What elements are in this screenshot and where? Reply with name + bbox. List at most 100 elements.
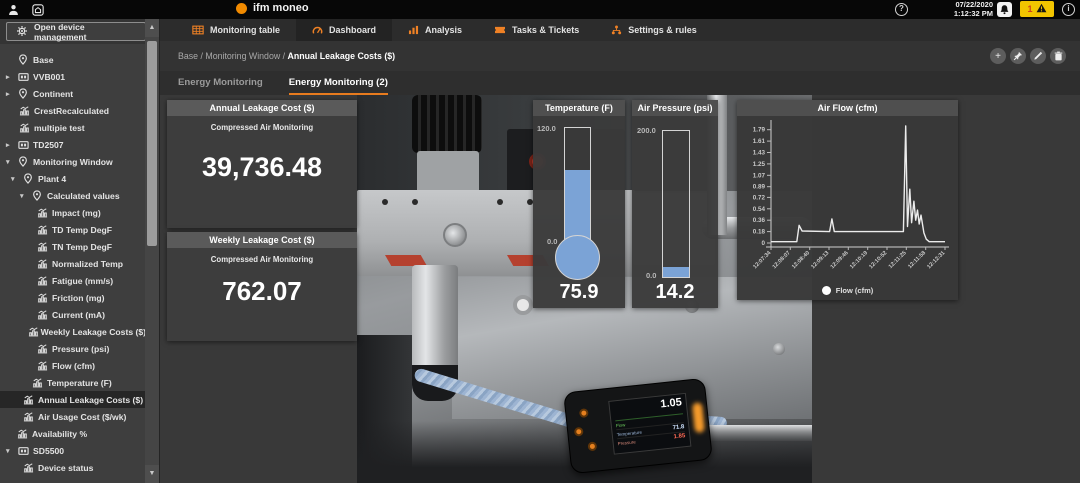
scroll-down-button[interactable]: ▼ bbox=[145, 465, 159, 483]
device-icon bbox=[18, 446, 31, 456]
tree-item-td2507[interactable]: ▸ TD2507 bbox=[6, 139, 64, 150]
expand-arrow-icon[interactable]: ▾ bbox=[6, 447, 10, 455]
tree-item-td-temp-degf[interactable]: TD Temp DegF bbox=[0, 221, 146, 238]
sensor-temp-value: 71.8 bbox=[672, 424, 685, 432]
table-icon bbox=[192, 25, 204, 35]
tree-item-weekly-leakage-costs-[interactable]: Weekly Leakage Costs ($) bbox=[0, 323, 146, 340]
date-text: 07/22/2020 bbox=[955, 0, 993, 9]
tree-item-multipie-test[interactable]: multipie test bbox=[0, 119, 146, 136]
sidebar-scrollbar[interactable]: ▲ ▼ bbox=[145, 19, 159, 483]
sensor-pressure-label: Pressure bbox=[617, 438, 636, 446]
svg-text:12:12:31: 12:12:31 bbox=[926, 250, 946, 270]
brand: ifm moneo bbox=[236, 2, 309, 14]
thermometer-bulb bbox=[555, 235, 600, 280]
tree-item-impact-mg-[interactable]: Impact (mg) bbox=[0, 204, 146, 221]
calc-icon bbox=[37, 292, 50, 303]
subtab-energy-monitoring-2-[interactable]: Energy Monitoring (2) bbox=[288, 71, 388, 95]
photo-handheld-sensor: 1.05 Flow Temperature 71.8 Pressure 1.85 bbox=[563, 377, 713, 475]
tree-item-device-status[interactable]: Device status bbox=[0, 459, 146, 476]
tree-item-vvb001[interactable]: ▸ VVB001 bbox=[6, 71, 66, 82]
tree-item-crestrecalculated[interactable]: CrestRecalculated bbox=[0, 102, 146, 119]
tree-item-current-ma-[interactable]: Current (mA) bbox=[0, 306, 146, 323]
analysis-icon bbox=[408, 25, 419, 35]
chart-legend[interactable]: Flow (cfm) bbox=[737, 286, 958, 295]
tree-item-annual-leakage-costs-[interactable]: Annual Leakage Costs ($) bbox=[0, 391, 146, 408]
air-pressure-gauge-widget[interactable]: Air Pressure (psi) 200.0 0.0 14.2 bbox=[632, 100, 718, 308]
delete-button[interactable] bbox=[1050, 48, 1066, 64]
tree-item-continent[interactable]: ▸ Continent bbox=[6, 88, 74, 99]
brand-name: ifm moneo bbox=[253, 2, 309, 14]
svg-text:0.36: 0.36 bbox=[753, 217, 766, 224]
gear-icon bbox=[16, 25, 28, 39]
calc-icon bbox=[37, 224, 50, 235]
tree-item-friction-mg-[interactable]: Friction (mg) bbox=[0, 289, 146, 306]
tree-item-availability-[interactable]: Availability % bbox=[0, 425, 146, 442]
temperature-value: 75.9 bbox=[559, 281, 599, 303]
sensor-display: 1.05 Flow Temperature 71.8 Pressure 1.85 bbox=[608, 392, 692, 455]
expand-arrow-icon[interactable]: ▾ bbox=[11, 175, 15, 183]
tree-item-air-usage-cost-wk-[interactable]: Air Usage Cost ($/wk) bbox=[0, 408, 146, 425]
calc-icon bbox=[19, 105, 32, 116]
expand-arrow-icon[interactable]: ▸ bbox=[6, 73, 10, 81]
expand-arrow-icon[interactable]: ▸ bbox=[6, 90, 10, 98]
pin-button[interactable] bbox=[1010, 48, 1026, 64]
breadcrumb-path[interactable]: Base / Monitoring Window / bbox=[178, 51, 288, 61]
photo-regulator-body bbox=[417, 151, 479, 193]
help-button[interactable]: ? bbox=[895, 3, 908, 16]
svg-text:1.07: 1.07 bbox=[753, 172, 766, 179]
tree-item-fatigue-mm-s-[interactable]: Fatigue (mm/s) bbox=[0, 272, 146, 289]
breadcrumb-current: Annual Leakage Costs ($) bbox=[287, 51, 396, 61]
add-widget-button[interactable]: + bbox=[990, 48, 1006, 64]
calc-icon bbox=[37, 241, 50, 252]
info-button[interactable]: i bbox=[1062, 3, 1075, 16]
tab-monitoring-table[interactable]: Monitoring table bbox=[176, 19, 296, 41]
temperature-gauge-widget[interactable]: Temperature (F) 120.0 0.0 75.9 bbox=[533, 100, 625, 308]
tree-item-tn-temp-degf[interactable]: TN Temp DegF bbox=[0, 238, 146, 255]
legend-marker-icon bbox=[821, 286, 831, 295]
weekly-leakage-cost-widget[interactable]: Weekly Leakage Cost ($) Compressed Air M… bbox=[167, 232, 357, 341]
open-device-management-button[interactable]: Open device management bbox=[6, 22, 146, 42]
user-icon[interactable] bbox=[8, 3, 19, 21]
gauge-icon bbox=[312, 25, 323, 35]
tab-settings-rules[interactable]: Settings & rules bbox=[595, 19, 713, 41]
tree-item-pressure-psi-[interactable]: Pressure (psi) bbox=[0, 340, 146, 357]
scroll-up-button[interactable]: ▲ bbox=[145, 19, 159, 37]
notifications-bell-button[interactable] bbox=[997, 2, 1012, 17]
svg-text:0.18: 0.18 bbox=[753, 229, 766, 236]
tab-dashboard[interactable]: Dashboard bbox=[296, 19, 393, 41]
tree-item-sd5500[interactable]: ▾ SD5500 bbox=[6, 445, 65, 456]
home-icon[interactable] bbox=[32, 3, 44, 21]
tree-item-flow-cfm-[interactable]: Flow (cfm) bbox=[0, 357, 146, 374]
svg-text:12:08:07: 12:08:07 bbox=[772, 250, 792, 270]
ticket-icon bbox=[494, 25, 506, 35]
gauge-min-label: 0.0 bbox=[646, 271, 657, 280]
photo-red-label bbox=[507, 255, 549, 266]
legend-label: Flow (cfm) bbox=[835, 286, 874, 295]
dashboard-canvas: 1.05 Flow Temperature 71.8 Pressure 1.85 A… bbox=[160, 95, 1080, 483]
sensor-pressure-value: 1.85 bbox=[673, 433, 686, 441]
subtab-energy-monitoring[interactable]: Energy Monitoring bbox=[178, 77, 263, 88]
tree-item-base[interactable]: Base bbox=[0, 51, 146, 68]
alarm-counter-button[interactable]: 1 bbox=[1020, 1, 1054, 17]
annual-leakage-cost-widget[interactable]: Annual Leakage Cost ($) Compressed Air M… bbox=[167, 100, 357, 228]
edit-button[interactable] bbox=[1030, 48, 1046, 64]
tree-item-normalized-temp[interactable]: Normalized Temp bbox=[0, 255, 146, 272]
device-management-bar: Open device management bbox=[0, 19, 146, 44]
svg-text:12:10:52: 12:10:52 bbox=[868, 250, 888, 270]
air-flow-chart-widget[interactable]: Air Flow (cfm) 0 0.18 0.36 0.54 0.72 0.89 1.07… bbox=[737, 100, 958, 300]
tab-tasks-tickets[interactable]: Tasks & Tickets bbox=[478, 19, 595, 41]
svg-text:12:09:13: 12:09:13 bbox=[810, 250, 830, 270]
expand-arrow-icon[interactable]: ▾ bbox=[6, 158, 10, 166]
tree-item-temperature-f-[interactable]: Temperature (F) bbox=[0, 374, 146, 391]
tree-item-plant-4[interactable]: ▾ Plant 4 bbox=[11, 173, 67, 184]
tab-analysis[interactable]: Analysis bbox=[392, 19, 478, 41]
expand-arrow-icon[interactable]: ▾ bbox=[20, 192, 24, 200]
main-tab-bar: Monitoring table Dashboard Analysis Tasks &… bbox=[160, 19, 1080, 41]
tree-item-calculated-values[interactable]: ▾ Calculated values bbox=[20, 190, 120, 201]
calc-icon bbox=[37, 258, 50, 269]
tree-item-monitoring-window[interactable]: ▾ Monitoring Window bbox=[6, 156, 113, 167]
expand-arrow-icon[interactable]: ▸ bbox=[6, 141, 10, 149]
photo-filter-bowl bbox=[412, 265, 458, 369]
thermometer-fill bbox=[565, 170, 590, 242]
scrollbar-thumb[interactable] bbox=[147, 41, 157, 246]
